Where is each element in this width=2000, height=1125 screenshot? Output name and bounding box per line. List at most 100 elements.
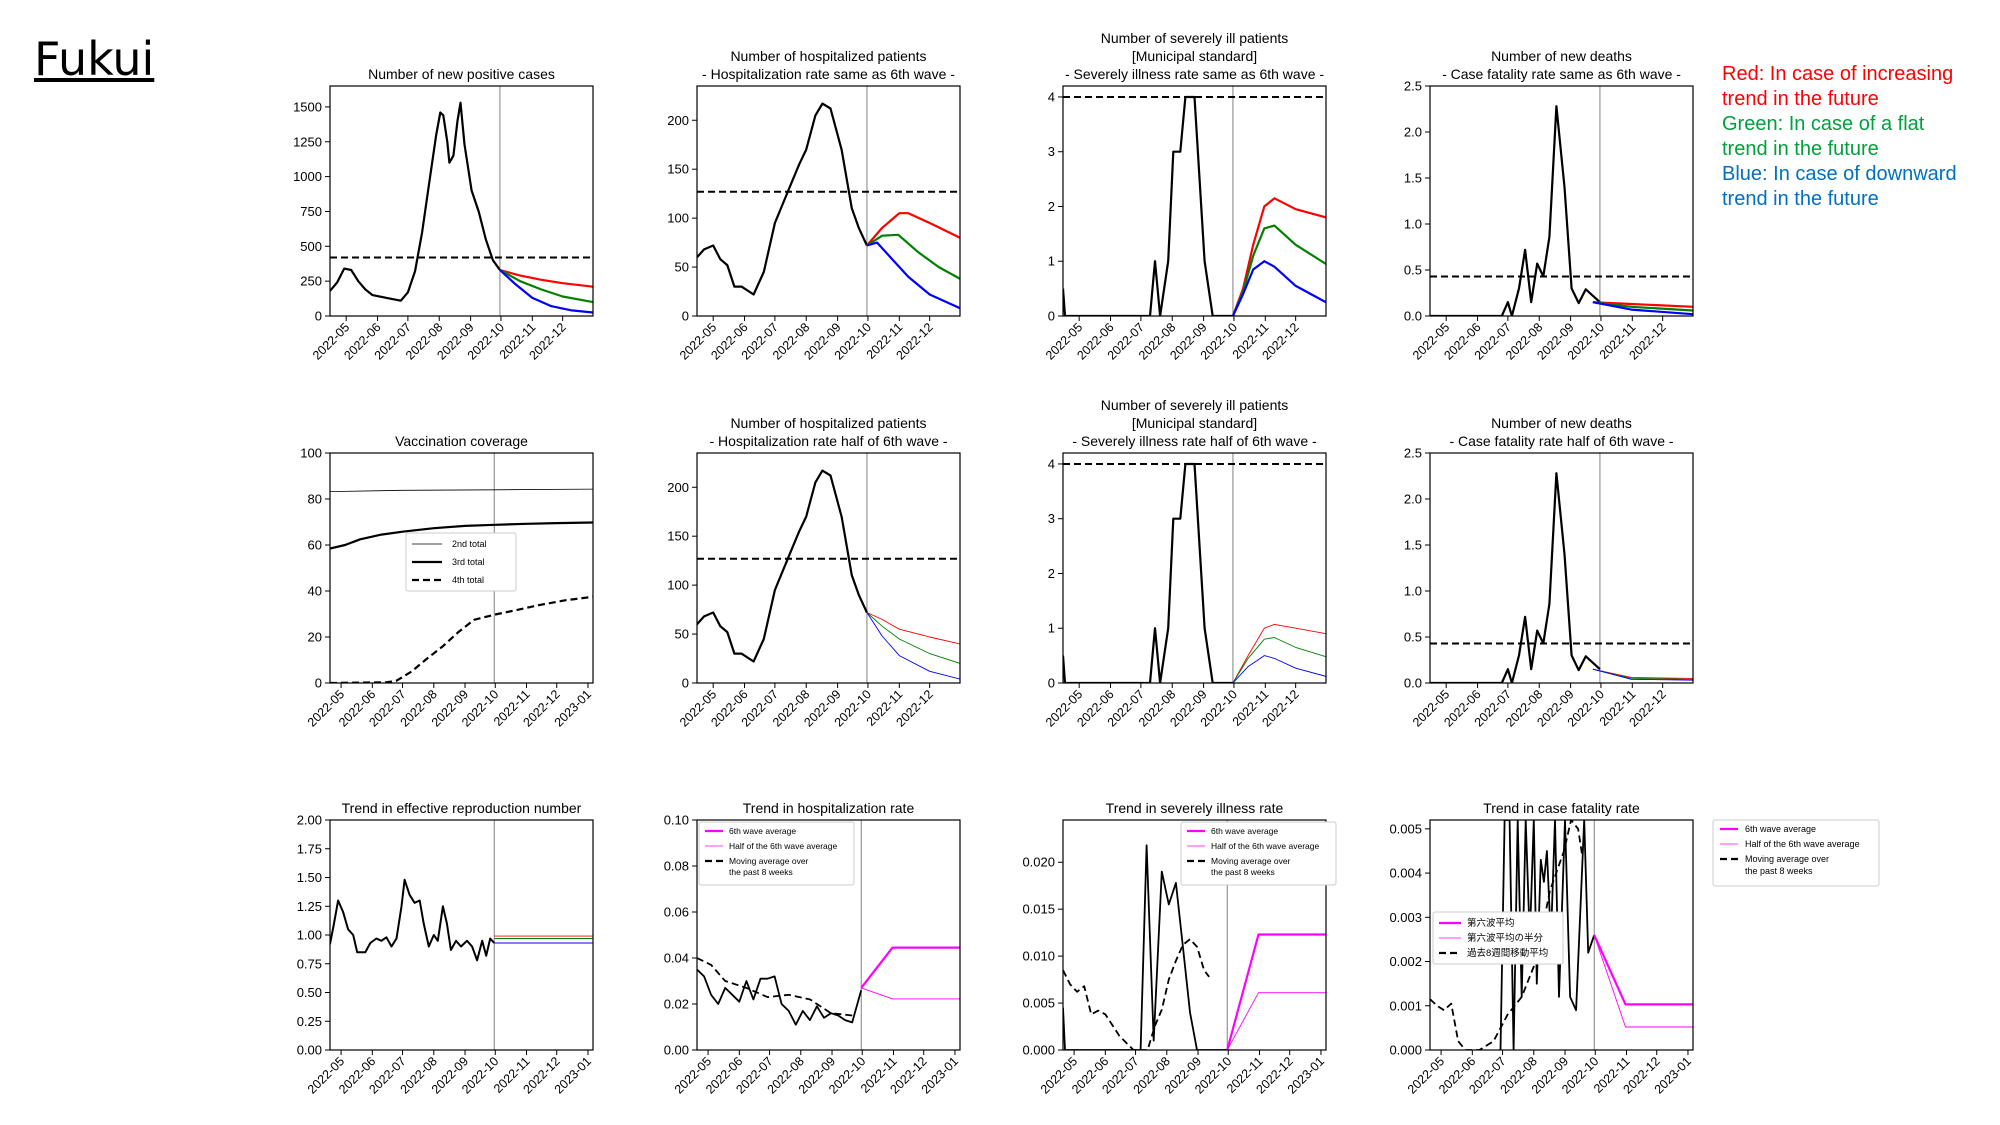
legend-label: 3rd total <box>452 557 485 567</box>
chart-title: Trend in case fatality rate <box>1483 800 1640 816</box>
y-tick-label: 1.75 <box>297 841 322 856</box>
chart-severe-rate: Trend in severely illness rate 0.000 0.005… <box>1022 800 1337 1097</box>
plot-frame <box>1062 819 1327 1051</box>
plot-area <box>330 820 593 1050</box>
y-tick-label: 1.00 <box>297 928 322 943</box>
y-tick-label: 100 <box>300 446 322 461</box>
y-tick-label: 2.00 <box>297 813 322 828</box>
series-line <box>1063 844 1228 1050</box>
chart-title: Number of hospitalized patients <box>730 48 926 64</box>
series-line <box>866 612 960 680</box>
y-tick-label: 0 <box>1048 676 1055 691</box>
chart-deaths-6th: Number of new deaths - Case fatality rate… <box>1404 48 1694 363</box>
chart-title: - Severely illness rate half of 6th wave… <box>1072 433 1317 449</box>
series-line <box>866 241 960 310</box>
series-line <box>1592 301 1693 316</box>
plot-area <box>1430 86 1693 316</box>
series-line <box>697 957 853 1017</box>
y-tick-label: 0.04 <box>664 951 689 966</box>
y-tick-label: 3 <box>1048 511 1055 526</box>
y-tick-label: 0.001 <box>1389 998 1422 1013</box>
series-line <box>1063 462 1233 683</box>
legend-label: Moving average over <box>1745 854 1829 864</box>
legend: 2nd total 3rd total 4th total <box>405 532 517 592</box>
legend-box <box>698 821 855 886</box>
series-line <box>330 488 593 492</box>
y-tick-label: 200 <box>667 480 689 495</box>
y-tick-label: 0.10 <box>664 813 689 828</box>
series-line <box>499 269 593 304</box>
y-tick-label: 0.000 <box>1389 1043 1422 1058</box>
plot-frame <box>329 819 594 1051</box>
legend-label: 過去8週間移動平均 <box>1467 947 1548 959</box>
series-line <box>866 233 960 280</box>
y-tick-label: 0.002 <box>1389 954 1422 969</box>
series-line <box>1232 655 1326 683</box>
legend-label: Half of the 6th wave average <box>729 841 837 851</box>
plot-frame <box>329 452 594 684</box>
y-tick-label: 0.005 <box>1389 821 1422 836</box>
y-tick-label: 0.5 <box>1404 263 1422 278</box>
legend-label: 6th wave average <box>729 826 796 836</box>
series-line <box>1592 668 1693 681</box>
plot-area <box>330 86 593 316</box>
y-tick-label: 0 <box>682 676 689 691</box>
y-tick-label: 1.25 <box>297 899 322 914</box>
legend: 6th wave average Half of the 6th wave ave… <box>698 821 855 886</box>
y-tick-label: 1 <box>1048 621 1055 636</box>
chart-title: [Municipal standard] <box>1132 415 1257 431</box>
chart-title: - Case fatality rate same as 6th wave - <box>1442 66 1681 82</box>
y-tick-label: 0.00 <box>664 1043 689 1058</box>
plot-area <box>697 453 960 683</box>
y-tick-label: 2.0 <box>1404 125 1422 140</box>
y-tick-label: 50 <box>675 260 689 275</box>
plot-area <box>1063 86 1326 316</box>
y-tick-label: 0.02 <box>664 997 689 1012</box>
y-tick-label: 0.5 <box>1404 630 1422 645</box>
legend-label: 4th total <box>452 575 484 585</box>
legend-box <box>1712 819 1880 887</box>
y-tick-label: 750 <box>300 204 322 219</box>
series-line <box>330 101 501 302</box>
y-tick-label: 4 <box>1048 89 1055 104</box>
plot-frame <box>696 85 961 317</box>
y-tick-label: 2.5 <box>1404 79 1422 94</box>
y-tick-label: 250 <box>300 274 322 289</box>
chart-title: - Severely illness rate same as 6th wave… <box>1065 66 1324 82</box>
y-tick-label: 0 <box>315 309 322 324</box>
y-tick-label: 0.0 <box>1404 676 1422 691</box>
legend-label: 6th wave average <box>1745 824 1816 834</box>
series-line <box>499 268 593 288</box>
plot-area <box>1063 453 1326 683</box>
plot-frame <box>1429 819 1694 1051</box>
chart-title: Number of severely ill patients <box>1101 397 1289 413</box>
y-tick-label: 150 <box>667 529 689 544</box>
plot-area <box>697 86 960 316</box>
scenario-note: Red: In case of increasing trend in the … <box>1722 62 1957 212</box>
y-tick-label: 500 <box>300 239 322 254</box>
chart-title: Number of new deaths <box>1491 48 1632 64</box>
y-tick-label: 3 <box>1048 144 1055 159</box>
y-tick-label: 0.0 <box>1404 309 1422 324</box>
legend-label: Moving average over <box>1211 856 1291 866</box>
y-tick-label: 0.00 <box>297 1043 322 1058</box>
y-tick-label: 0.003 <box>1389 910 1422 925</box>
scenario-note-line: trend in the future <box>1722 88 1879 110</box>
y-tick-label: 1.50 <box>297 870 322 885</box>
legend-label: the past 8 weeks <box>729 867 793 877</box>
y-tick-label: 1250 <box>293 134 322 149</box>
plot-area <box>697 820 960 1050</box>
legend-label: Half of the 6th wave average <box>1745 839 1860 849</box>
plot-frame <box>1429 452 1694 684</box>
chart-title: Number of new positive cases <box>368 66 555 82</box>
chart-deaths-half: Number of new deaths - Case fatality rate… <box>1404 415 1694 730</box>
y-tick-label: 0.25 <box>297 1014 322 1029</box>
y-tick-label: 2 <box>1048 199 1055 214</box>
series-line <box>1226 933 1326 1050</box>
legend-label: 6th wave average <box>1211 826 1278 836</box>
y-tick-label: 0 <box>682 309 689 324</box>
plot-frame <box>1062 85 1327 317</box>
y-tick-label: 40 <box>308 584 322 599</box>
y-tick-label: 80 <box>308 492 322 507</box>
chart-title: Number of new deaths <box>1491 415 1632 431</box>
